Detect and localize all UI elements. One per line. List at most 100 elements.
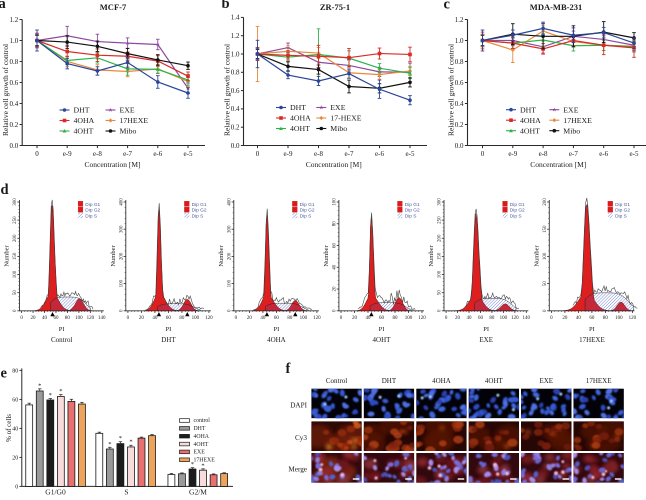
svg-text:0.0: 0.0	[9, 142, 18, 150]
svg-text:0: 0	[227, 309, 232, 312]
svg-text:DHT: DHT	[290, 103, 306, 112]
svg-text:120: 120	[418, 316, 426, 321]
svg-text:140: 140	[98, 316, 106, 321]
svg-text:17-HEXE: 17-HEXE	[330, 114, 361, 123]
svg-text:20: 20	[562, 316, 568, 321]
svg-text:0.6: 0.6	[9, 79, 18, 87]
svg-text:4OHA: 4OHA	[194, 434, 210, 440]
svg-text:17HEXE: 17HEXE	[194, 457, 216, 463]
svg-text:e-7: e-7	[123, 150, 132, 158]
svg-text:100: 100	[405, 316, 413, 321]
svg-text:Number: Number	[110, 245, 117, 267]
svg-text:*: *	[191, 461, 194, 468]
svg-text:150: 150	[438, 252, 443, 260]
svg-text:17HEXE: 17HEXE	[120, 116, 149, 125]
svg-text:Dip G1: Dip G1	[85, 202, 100, 208]
svg-text:0: 0	[256, 150, 260, 158]
svg-text:Dip S: Dip S	[615, 214, 627, 220]
svg-text:Relative cell growth of contro: Relative cell growth of control	[1, 44, 10, 136]
svg-text:80: 80	[393, 316, 399, 321]
svg-text:50: 50	[438, 290, 443, 296]
svg-text:40: 40	[152, 316, 158, 321]
svg-text:40: 40	[260, 316, 266, 321]
svg-text:Dip G2: Dip G2	[615, 208, 630, 214]
svg-text:120: 120	[629, 316, 637, 321]
svg-text:Number: Number	[428, 245, 435, 267]
svg-text:0: 0	[20, 316, 23, 321]
svg-text:4OHA: 4OHA	[267, 336, 286, 344]
svg-text:0.4: 0.4	[9, 100, 18, 108]
svg-text:Dip G1: Dip G1	[615, 202, 630, 208]
svg-text:EXE: EXE	[563, 105, 578, 114]
svg-text:100: 100	[543, 252, 548, 260]
svg-text:0: 0	[445, 316, 448, 321]
svg-text:DHT: DHT	[74, 106, 90, 115]
svg-text:0.2: 0.2	[231, 124, 240, 132]
svg-text:80: 80	[12, 368, 18, 374]
svg-text:Relative cell growth of contro: Relative cell growth of control	[447, 44, 456, 136]
svg-text:Mibo: Mibo	[120, 127, 137, 136]
svg-text:1.0: 1.0	[455, 37, 464, 45]
svg-text:4OHT: 4OHT	[194, 442, 209, 448]
svg-text:40: 40	[467, 316, 473, 321]
svg-text:Dip G2: Dip G2	[85, 208, 100, 214]
svg-text:Concentration [M]: Concentration [M]	[530, 160, 586, 169]
svg-text:e: e	[1, 366, 8, 382]
svg-text:4OHT: 4OHT	[485, 377, 504, 385]
svg-text:0: 0	[235, 316, 238, 321]
svg-text:20: 20	[455, 316, 461, 321]
svg-text:Dip G1: Dip G1	[300, 202, 315, 208]
svg-text:Dip G2: Dip G2	[192, 208, 207, 214]
svg-text:Dip S: Dip S	[192, 214, 204, 220]
svg-text:1.2: 1.2	[231, 32, 240, 40]
svg-text:*: *	[201, 462, 204, 469]
svg-text:e-7: e-7	[345, 150, 354, 158]
svg-text:1.4: 1.4	[231, 14, 240, 22]
svg-text:PI: PI	[166, 326, 172, 333]
svg-text:Control: Control	[51, 336, 72, 344]
svg-text:Dip S: Dip S	[510, 214, 522, 220]
svg-text:20: 20	[352, 316, 358, 321]
svg-text:DAPI: DAPI	[290, 401, 307, 409]
svg-text:Mibo: Mibo	[330, 124, 347, 133]
svg-text:50: 50	[13, 290, 18, 296]
svg-text:40: 40	[332, 264, 337, 270]
svg-text:Dip S: Dip S	[300, 214, 312, 220]
svg-text:200: 200	[119, 252, 124, 260]
svg-text:150: 150	[543, 225, 548, 233]
svg-text:MDA-MB-231: MDA-MB-231	[530, 2, 582, 12]
svg-text:40: 40	[576, 316, 582, 321]
svg-text:MCF-7: MCF-7	[100, 2, 127, 12]
svg-text:100: 100	[119, 279, 124, 287]
svg-text:40: 40	[12, 426, 18, 432]
svg-text:Dip G1: Dip G1	[510, 202, 525, 208]
svg-text:Dip G2: Dip G2	[405, 208, 420, 214]
svg-text:0: 0	[13, 309, 18, 312]
svg-text:300: 300	[227, 225, 232, 233]
svg-text:4OHT: 4OHT	[520, 126, 540, 135]
svg-text:400: 400	[227, 198, 232, 206]
svg-text:300: 300	[119, 225, 124, 233]
svg-text:80: 80	[65, 316, 71, 321]
svg-text:100: 100	[615, 316, 623, 321]
svg-text:120: 120	[205, 316, 213, 321]
svg-text:G2/M: G2/M	[189, 488, 207, 497]
svg-text:0.8: 0.8	[9, 58, 18, 66]
svg-text:1.0: 1.0	[9, 37, 18, 45]
svg-text:120: 120	[313, 316, 321, 321]
svg-text:60: 60	[478, 316, 484, 321]
svg-text:*: *	[49, 392, 52, 399]
svg-text:60: 60	[12, 397, 18, 403]
svg-text:Relative cell growth of contro: Relative cell growth of control	[223, 44, 232, 136]
svg-text:50: 50	[543, 281, 548, 287]
svg-text:17HEXE: 17HEXE	[579, 336, 605, 344]
svg-text:300: 300	[13, 198, 18, 206]
svg-text:EXE: EXE	[479, 336, 493, 344]
svg-text:140: 140	[523, 316, 531, 321]
svg-text:20: 20	[31, 316, 37, 321]
svg-text:Number: Number	[218, 245, 225, 267]
svg-text:0.2: 0.2	[455, 121, 464, 129]
svg-text:80: 80	[603, 316, 609, 321]
svg-text:*: *	[59, 388, 62, 395]
svg-text:17HEXE: 17HEXE	[563, 116, 592, 125]
